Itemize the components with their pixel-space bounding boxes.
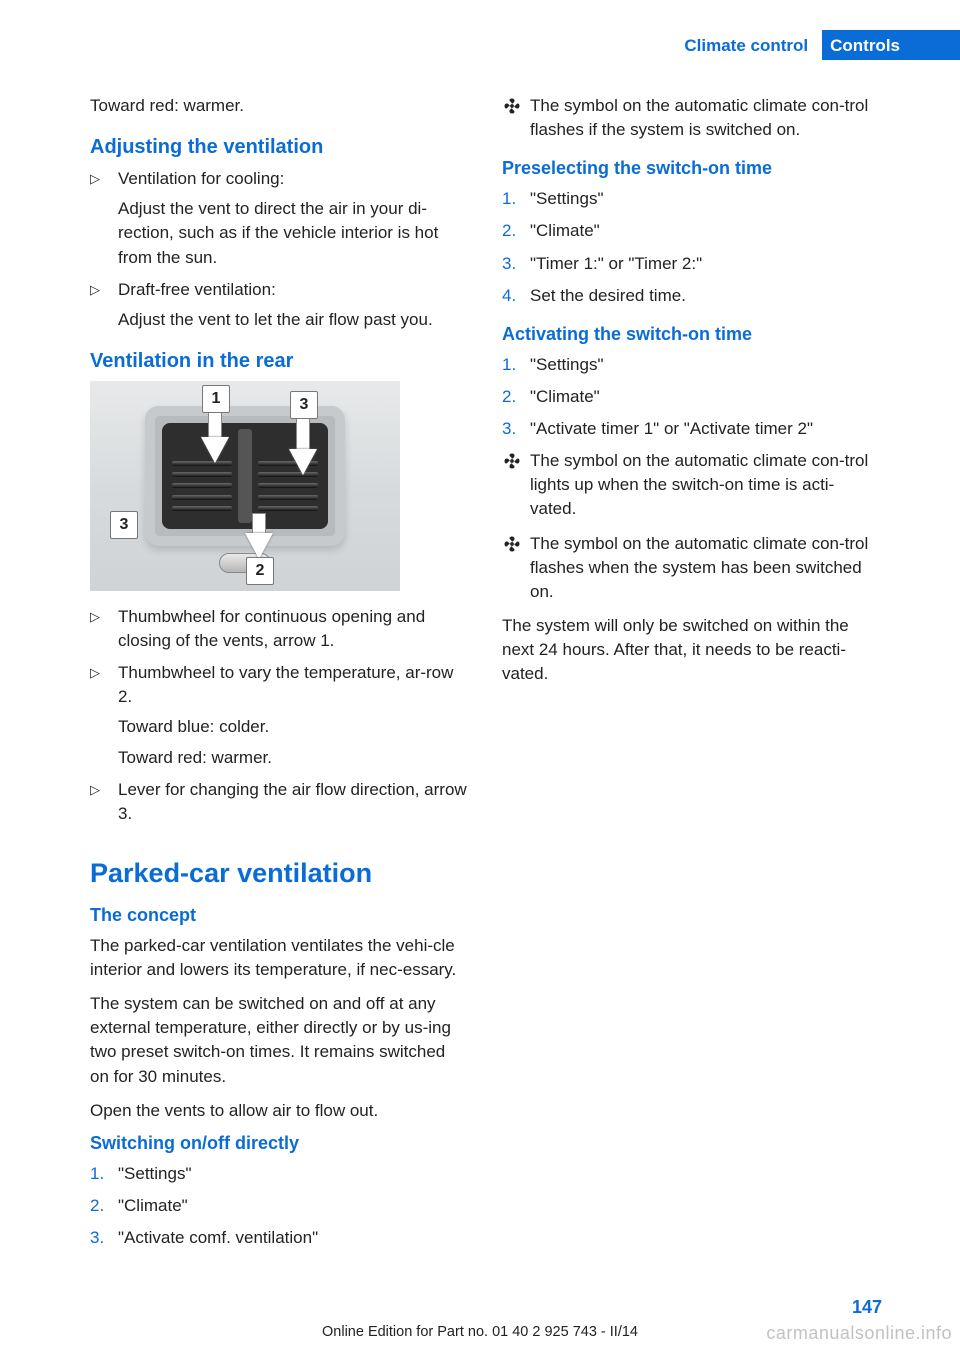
body-text: Open the vents to allow air to flow out. xyxy=(90,1099,468,1123)
list-body: Adjust the vent to let the air flow past… xyxy=(118,308,468,332)
list-item: 2."Climate" xyxy=(90,1194,468,1218)
arrow-1-stem xyxy=(208,411,222,439)
page-content: Toward red: warmer. Adjusting the ventil… xyxy=(90,94,880,1282)
arrow-3-stem xyxy=(296,417,310,451)
triangle-bullet-icon: ▷ xyxy=(90,778,118,826)
step-text: "Climate" xyxy=(118,1194,468,1218)
fan-icon xyxy=(502,449,530,521)
triangle-bullet-icon: ▷ xyxy=(90,661,118,770)
direct-steps: 1."Settings" 2."Climate" 3."Activate com… xyxy=(90,1162,468,1250)
rear-list: ▷ Thumbwheel for continuous opening and … xyxy=(90,605,468,826)
list-lead: Draft-free ventilation: xyxy=(118,278,468,302)
vent-slats-left xyxy=(172,461,232,511)
callout-2: 2 xyxy=(246,557,274,585)
step-number: 2. xyxy=(90,1194,118,1218)
symbol-note: The symbol on the automatic climate con‐… xyxy=(502,532,880,604)
body-text: The parked-car ventilation ventilates th… xyxy=(90,934,468,982)
heading-the-concept: The concept xyxy=(90,905,468,926)
fan-icon xyxy=(502,94,530,142)
list-item: 1."Settings" xyxy=(90,1162,468,1186)
page-number: 147 xyxy=(852,1297,882,1318)
header-chapter: Controls xyxy=(822,30,960,60)
triangle-bullet-icon: ▷ xyxy=(90,167,118,270)
footer-line: Online Edition for Part no. 01 40 2 925 … xyxy=(0,1324,960,1340)
step-number: 3. xyxy=(502,252,530,276)
arrow-3-head-icon xyxy=(289,449,317,475)
step-number: 2. xyxy=(502,385,530,409)
list-item: ▷ Lever for changing the air flow direct… xyxy=(90,778,468,826)
step-number: 3. xyxy=(502,417,530,441)
step-text: "Climate" xyxy=(530,219,880,243)
body-text: The system will only be switched on with… xyxy=(502,614,880,686)
step-number: 2. xyxy=(502,219,530,243)
heading-parked-car-ventilation: Parked-car ventilation xyxy=(90,858,468,889)
intro-text: Toward red: warmer. xyxy=(90,94,468,118)
activate-steps: 1."Settings" 2."Climate" 3."Activate tim… xyxy=(502,353,880,441)
arrow-2-head-icon xyxy=(245,533,273,559)
callout-3b: 3 xyxy=(110,511,138,539)
step-number: 1. xyxy=(502,187,530,211)
step-text: Set the desired time. xyxy=(530,284,880,308)
step-text: "Activate comf. ventilation" xyxy=(118,1226,468,1250)
step-text: "Settings" xyxy=(530,187,880,211)
step-text: "Settings" xyxy=(530,353,880,377)
step-number: 1. xyxy=(90,1162,118,1186)
list-item: ▷ Draft-free ventilation: Adjust the ven… xyxy=(90,278,468,332)
list-item: 3."Activate timer 1" or "Activate timer … xyxy=(502,417,880,441)
step-text: "Settings" xyxy=(118,1162,468,1186)
step-text: "Timer 1:" or "Timer 2:" xyxy=(530,252,880,276)
body-text: The system can be switched on and off at… xyxy=(90,992,468,1089)
list-item: 2."Climate" xyxy=(502,385,880,409)
list-body: Toward blue: colder. xyxy=(118,715,468,739)
heading-preselecting: Preselecting the switch-on time xyxy=(502,158,880,179)
list-item: 4.Set the desired time. xyxy=(502,284,880,308)
step-number: 4. xyxy=(502,284,530,308)
list-item: 1."Settings" xyxy=(502,187,880,211)
list-body: Thumbwheel for continuous opening and cl… xyxy=(118,605,468,653)
rear-vent-figure: 1 2 3 3 xyxy=(90,381,400,591)
step-text: "Activate timer 1" or "Activate timer 2" xyxy=(530,417,880,441)
triangle-bullet-icon: ▷ xyxy=(90,605,118,653)
list-item: ▷ Ventilation for cooling: Adjust the ve… xyxy=(90,167,468,270)
note-text: The symbol on the automatic climate con‐… xyxy=(530,449,880,521)
heading-switching-directly: Switching on/off directly xyxy=(90,1133,468,1154)
arrow-1-head-icon xyxy=(201,437,229,463)
list-body: Adjust the vent to direct the air in you… xyxy=(118,197,468,269)
vent-divider xyxy=(238,429,252,523)
symbol-note: The symbol on the automatic climate con‐… xyxy=(502,94,880,142)
list-lead: Ventilation for cooling: xyxy=(118,167,468,191)
page-header: Climate control Controls xyxy=(684,30,960,60)
fan-icon xyxy=(502,532,530,604)
symbol-note: The symbol on the automatic climate con‐… xyxy=(502,449,880,521)
list-item: 3."Activate comf. ventilation" xyxy=(90,1226,468,1250)
triangle-bullet-icon: ▷ xyxy=(90,278,118,332)
list-item: 3."Timer 1:" or "Timer 2:" xyxy=(502,252,880,276)
heading-ventilation-rear: Ventilation in the rear xyxy=(90,350,468,373)
list-body: Toward red: warmer. xyxy=(118,746,468,770)
list-body: Lever for changing the air flow directio… xyxy=(118,778,468,826)
heading-activating: Activating the switch-on time xyxy=(502,324,880,345)
callout-3a: 3 xyxy=(290,391,318,419)
callout-1: 1 xyxy=(202,385,230,413)
header-section: Climate control xyxy=(684,30,822,60)
note-text: The symbol on the automatic climate con‐… xyxy=(530,94,880,142)
note-text: The symbol on the automatic climate con‐… xyxy=(530,532,880,604)
step-number: 1. xyxy=(502,353,530,377)
list-item: 2."Climate" xyxy=(502,219,880,243)
step-number: 3. xyxy=(90,1226,118,1250)
arrow-2-stem xyxy=(252,513,266,535)
heading-adjusting-ventilation: Adjusting the ventilation xyxy=(90,136,468,159)
list-item: 1."Settings" xyxy=(502,353,880,377)
preselect-steps: 1."Settings" 2."Climate" 3."Timer 1:" or… xyxy=(502,187,880,308)
list-body: Thumbwheel to vary the temperature, ar‐r… xyxy=(118,661,468,709)
step-text: "Climate" xyxy=(530,385,880,409)
list-item: ▷ Thumbwheel for continuous opening and … xyxy=(90,605,468,653)
list-item: ▷ Thumbwheel to vary the temperature, ar… xyxy=(90,661,468,770)
adjusting-list: ▷ Ventilation for cooling: Adjust the ve… xyxy=(90,167,468,332)
